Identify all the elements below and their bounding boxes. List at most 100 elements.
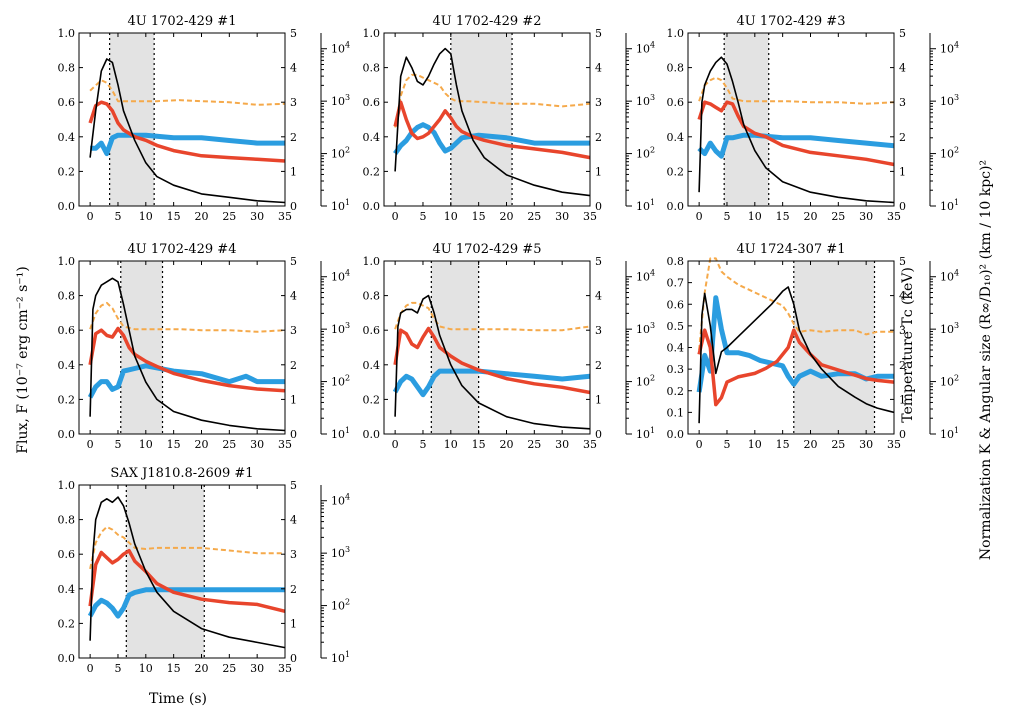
temperature-tick-label: 4 — [595, 62, 602, 75]
x-tick-label: 15 — [776, 210, 790, 223]
temperature-tick-label: 0 — [290, 428, 297, 441]
flux-tick-label: 1.0 — [58, 27, 76, 40]
x-tick-label: 5 — [723, 210, 730, 223]
panel-title: 4U 1702-429 #1 — [128, 14, 237, 29]
flux-tick-label: 0.7 — [667, 277, 685, 290]
x-tick-label: 25 — [222, 210, 236, 223]
flux-tick-label: 1.0 — [58, 479, 76, 492]
temperature-tick-label: 0 — [595, 200, 602, 213]
normalization-tick-label: 103 — [331, 545, 350, 560]
panel: 4U 1702-429 #40 5 10 15 20 25 30 350.00.20.40.6… — [58, 242, 351, 451]
series-norm-thick — [87, 363, 285, 399]
normalization-tick-label: 101 — [636, 426, 655, 441]
panel-title: 4U 1702-429 #4 — [128, 242, 237, 257]
x-tick-label: 20 — [194, 210, 208, 223]
x-tick-label: 25 — [527, 210, 541, 223]
series-norm-dashed — [394, 301, 591, 332]
flux-tick-label: 1.0 — [667, 27, 685, 40]
normalization-tick-label: 104 — [331, 493, 350, 508]
temperature-tick-label: 5 — [290, 27, 297, 40]
normalization-tick-label: 104 — [636, 41, 655, 56]
temperature-tick-label: 4 — [290, 62, 297, 75]
normalization-tick-label: 104 — [331, 41, 350, 56]
flux-tick-label: 1.0 — [363, 255, 381, 268]
temperature-tick-label: 1 — [899, 393, 906, 406]
series-temperature — [697, 100, 895, 167]
x-tick-label: 20 — [499, 210, 513, 223]
x-tick-label: 30 — [859, 438, 873, 451]
series-flux — [89, 58, 286, 204]
series-temperature — [88, 548, 286, 613]
normalization-tick-label: 102 — [331, 374, 350, 389]
temperature-tick-label: 3 — [290, 96, 297, 109]
panel-title: 4U 1702-429 #5 — [433, 242, 542, 257]
shaded-interval — [120, 261, 163, 434]
normalization-tick-label: 101 — [331, 650, 350, 665]
flux-tick-label: 0.0 — [363, 200, 381, 213]
flux-tick-label: 0.8 — [58, 514, 76, 527]
x-tick-label: 35 — [278, 662, 292, 675]
x-tick-label: 0 — [392, 210, 399, 223]
x-tick-label: 5 — [419, 210, 426, 223]
temperature-tick-label: 4 — [899, 290, 906, 303]
series-temperature — [393, 326, 591, 395]
series-norm-thick — [393, 122, 590, 156]
normalization-tick-label: 101 — [331, 426, 350, 441]
x-tick-label: 25 — [527, 438, 541, 451]
x-axis-label: Time (s) — [149, 691, 207, 707]
flux-tick-label: 0.2 — [667, 165, 685, 178]
temperature-tick-label: 5 — [595, 27, 602, 40]
panel: 4U 1702-429 #20 5 10 15 20 25 30 350.00.20.40.6… — [363, 14, 656, 223]
flux-tick-label: 0.0 — [58, 200, 76, 213]
x-tick-label: 20 — [194, 662, 208, 675]
y-axis-label-temperature: Temperature Tᴄ (keV) — [900, 267, 916, 423]
shaded-interval — [450, 33, 513, 206]
normalization-tick-label: 103 — [331, 321, 350, 336]
normalization-tick-label: 104 — [940, 41, 959, 56]
flux-tick-label: 0.8 — [363, 290, 381, 303]
series-norm-thick — [87, 587, 285, 619]
temperature-tick-label: 5 — [899, 27, 906, 40]
temperature-tick-label: 2 — [899, 131, 906, 144]
temperature-tick-label: 2 — [595, 359, 602, 372]
normalization-tick-label: 101 — [636, 198, 655, 213]
series-norm-dashed — [394, 73, 591, 128]
panel: 4U 1724-307 #10 5 10 15 20 25 30 350.00.10.20.3… — [667, 242, 960, 451]
x-tick-label: 10 — [748, 210, 762, 223]
x-tick-label: 0 — [696, 210, 703, 223]
x-tick-label: 15 — [776, 438, 790, 451]
x-tick-label: 25 — [831, 210, 845, 223]
series-norm-thick — [697, 132, 895, 159]
normalization-tick-label: 102 — [636, 146, 655, 161]
x-tick-label: 0 — [87, 662, 94, 675]
temperature-tick-label: 3 — [290, 548, 297, 561]
x-tick-label: 20 — [194, 438, 208, 451]
x-tick-label: 0 — [392, 438, 399, 451]
x-tick-label: 20 — [803, 438, 817, 451]
x-tick-label: 30 — [250, 662, 264, 675]
x-tick-label: 35 — [887, 438, 901, 451]
temperature-tick-label: 1 — [290, 617, 297, 630]
flux-tick-label: 0.0 — [58, 652, 76, 665]
normalization-tick-label: 101 — [331, 198, 350, 213]
normalization-tick-label: 103 — [636, 321, 655, 336]
x-tick-label: 30 — [555, 438, 569, 451]
normalization-tick-label: 101 — [940, 198, 959, 213]
x-tick-label: 25 — [222, 438, 236, 451]
normalization-tick-label: 103 — [636, 93, 655, 108]
flux-tick-label: 0.8 — [667, 62, 685, 75]
temperature-tick-label: 0 — [899, 200, 906, 213]
normalization-tick-label: 101 — [940, 426, 959, 441]
x-tick-label: 35 — [583, 438, 597, 451]
x-tick-label: 25 — [831, 438, 845, 451]
flux-tick-label: 0.2 — [58, 165, 76, 178]
plot-frame — [687, 32, 895, 207]
flux-tick-label: 0.2 — [667, 385, 685, 398]
flux-tick-label: 0.3 — [667, 363, 685, 376]
flux-tick-label: 0.6 — [58, 96, 76, 109]
series-temperature — [697, 328, 895, 407]
x-tick-label: 25 — [222, 662, 236, 675]
panel-title: 4U 1702-429 #2 — [433, 14, 542, 29]
temperature-tick-label: 4 — [290, 290, 297, 303]
flux-tick-label: 0.4 — [667, 131, 685, 144]
